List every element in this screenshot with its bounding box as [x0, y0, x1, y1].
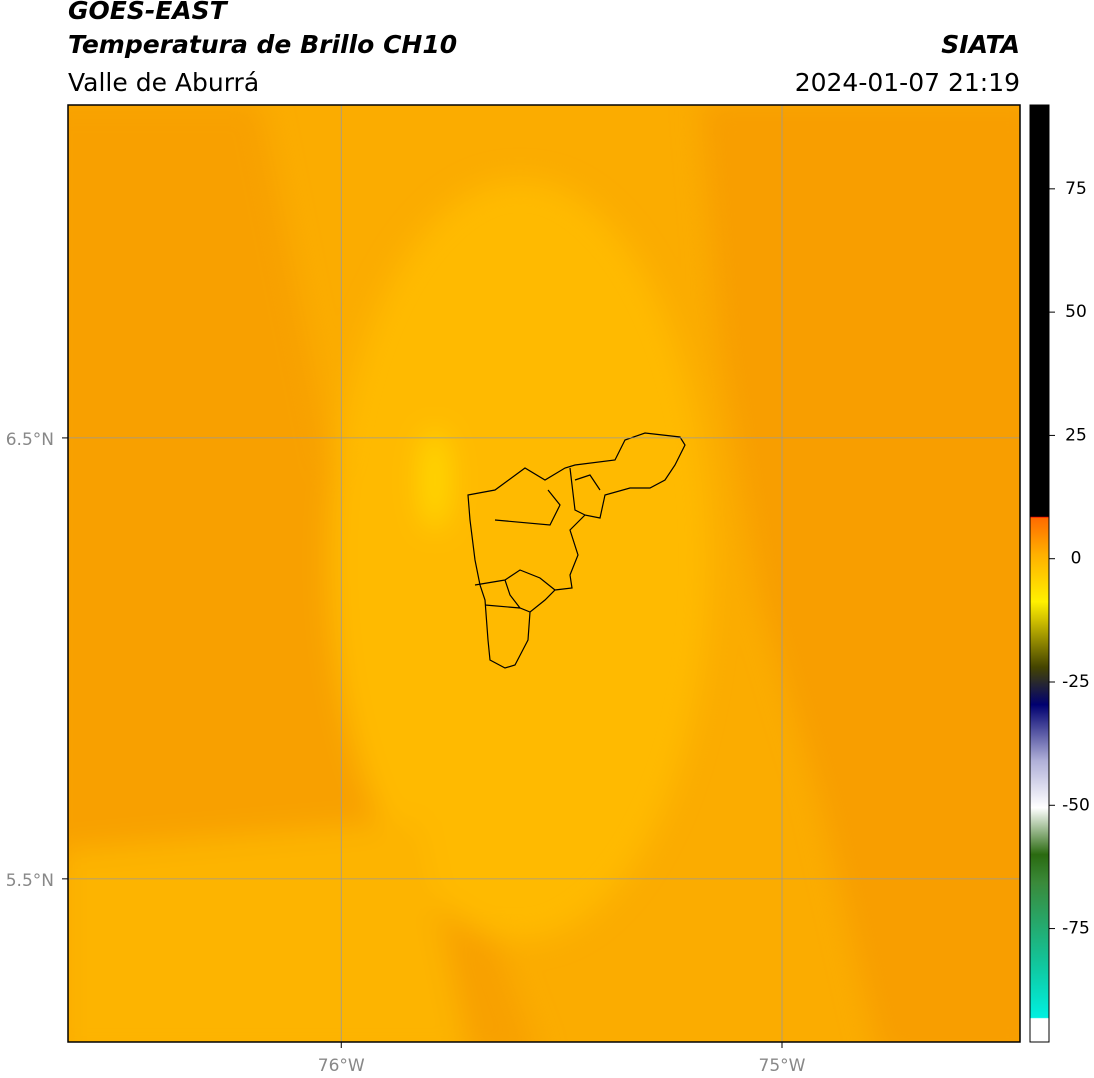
region: Valle de Aburrá — [68, 68, 259, 97]
title: GOES-EAST — [68, 0, 229, 25]
datetime: 2024-01-07 21:19 — [795, 68, 1020, 97]
colorbar-tick-label: 0 — [1071, 549, 1082, 569]
colorbar-tick-label: 25 — [1065, 425, 1087, 445]
lon-tick-label: 76°W — [318, 1056, 365, 1076]
lat-tick-label: 5.5°N — [6, 871, 54, 891]
lat-tick-label: 6.5°N — [6, 430, 54, 450]
colorbar — [1029, 104, 1050, 1043]
colorbar-tick-label: -50 — [1062, 795, 1090, 815]
colorbar-tick-label: -25 — [1062, 672, 1090, 692]
subtitle: Temperatura de Brillo CH10 — [68, 30, 457, 59]
map-frame — [67, 104, 1021, 1043]
colorbar-tick-label: 50 — [1065, 302, 1087, 322]
colorbar-tick-label: 75 — [1065, 179, 1087, 199]
lon-tick-label: 75°W — [759, 1056, 806, 1076]
map-image — [68, 105, 1020, 1042]
colorbar-tick-label: -75 — [1062, 919, 1090, 939]
source: SIATA — [941, 30, 1020, 59]
